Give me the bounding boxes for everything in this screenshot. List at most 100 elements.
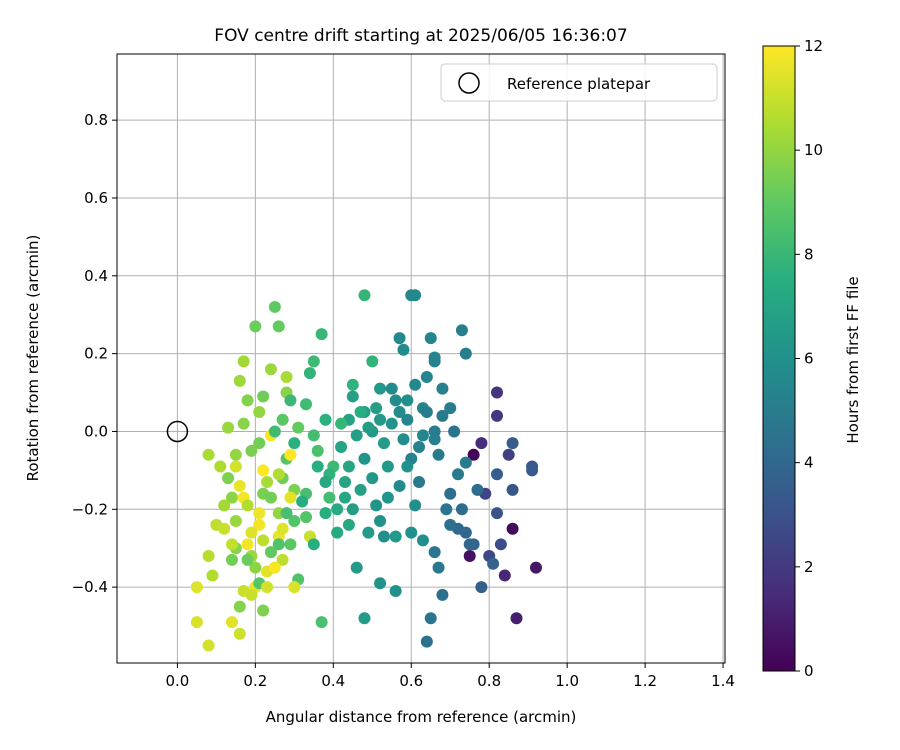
scatter-point — [377, 437, 390, 450]
scatter-point — [319, 476, 332, 489]
scatter-point — [377, 530, 390, 543]
y-tick-label: −0.2 — [72, 500, 108, 518]
scatter-point — [416, 534, 429, 547]
scatter-point — [409, 378, 422, 391]
scatter-point — [381, 491, 394, 504]
y-axis-ticks: −0.4 −0.2 0.0 0.2 0.4 0.6 0.8 — [72, 111, 117, 596]
scatter-point — [463, 549, 476, 562]
scatter-point — [366, 355, 379, 368]
scatter-point — [455, 503, 468, 516]
scatter-point — [506, 483, 519, 496]
scatter-point — [389, 530, 402, 543]
colorbar-label: Hours from first FF file — [844, 276, 862, 443]
scatter-point — [342, 518, 355, 531]
scatter-point — [498, 569, 511, 582]
scatter-point — [218, 499, 231, 512]
scatter-point — [436, 588, 449, 601]
scatter-point — [257, 604, 270, 617]
scatter-point — [393, 479, 406, 492]
scatter-point — [401, 394, 414, 407]
scatter-point — [487, 557, 500, 570]
scatter-point — [491, 409, 503, 422]
legend-entry-reference-platepar: Reference platepar — [507, 75, 651, 93]
colorbar-tick-label: 2 — [804, 558, 814, 576]
scatter-point — [292, 421, 305, 434]
scatter-point — [335, 417, 348, 430]
scatter-point — [241, 499, 254, 512]
scatter-point — [366, 472, 379, 485]
scatter-point — [264, 546, 277, 559]
scatter-point — [346, 378, 359, 391]
scatter-point — [354, 483, 367, 496]
colorbar-gradient — [762, 45, 796, 672]
x-tick-label: 1.4 — [711, 672, 735, 690]
scatter-point — [225, 553, 238, 566]
legend: Reference platepar — [440, 63, 718, 102]
scatter-point — [229, 460, 242, 473]
scatter-point — [307, 355, 320, 368]
scatter-point — [276, 522, 289, 535]
scatter-point — [253, 437, 266, 450]
scatter-point — [448, 425, 461, 438]
scatter-point — [432, 561, 445, 574]
scatter-point — [284, 448, 297, 461]
y-tick-label: 0.4 — [84, 267, 108, 285]
scatter-point — [416, 429, 429, 442]
scatter-point — [428, 355, 441, 368]
scatter-point — [233, 374, 246, 387]
scatter-point — [358, 612, 371, 625]
scatter-point — [529, 561, 542, 574]
colorbar: 0 2 4 6 8 10 12 Hours from first FF file — [762, 37, 862, 680]
scatter-point — [354, 406, 367, 419]
scatter-point — [257, 464, 270, 477]
scatter-point — [350, 561, 363, 574]
scatter-point — [463, 538, 476, 551]
colorbar-tick-label: 0 — [804, 662, 814, 680]
scatter-point — [374, 413, 387, 426]
scatter-point — [280, 507, 293, 520]
scatter-point — [428, 546, 441, 559]
plot-frame — [116, 53, 726, 664]
scatter-point — [370, 499, 383, 512]
chart-title: FOV centre drift starting at 2025/06/05 … — [214, 26, 627, 46]
scatter-point — [272, 320, 285, 333]
scatter-point — [506, 522, 519, 535]
scatter-point — [428, 425, 441, 438]
scatter-point — [245, 444, 258, 457]
scatter-point — [370, 402, 383, 415]
x-tick-label: 0.8 — [477, 672, 501, 690]
scatter-point — [233, 479, 246, 492]
scatter-point — [436, 409, 449, 422]
y-tick-label: −0.4 — [72, 578, 108, 596]
y-tick-label: 0.0 — [84, 422, 108, 440]
scatter-point — [264, 491, 277, 504]
x-tick-label: 0.2 — [243, 672, 267, 690]
scatter-point — [319, 507, 332, 520]
scatter-point — [342, 460, 355, 473]
scatter-point — [245, 588, 258, 601]
scatter-point — [432, 448, 445, 461]
scatter-point — [358, 452, 371, 465]
scatter-point — [350, 429, 363, 442]
scatter-point — [261, 476, 274, 489]
scatter-point — [241, 538, 254, 551]
scatter-point — [346, 390, 359, 403]
y-tick-label: 0.6 — [84, 189, 108, 207]
scatter-point — [311, 460, 324, 473]
colorbar-tick-label: 12 — [804, 37, 823, 55]
scatter-point — [506, 437, 519, 450]
scatter-point — [510, 612, 523, 625]
scatter-point — [401, 460, 414, 473]
scatter-point — [272, 538, 285, 551]
scatter-point — [331, 503, 344, 516]
scatter-point — [206, 569, 219, 582]
scatter-point — [303, 367, 316, 380]
scatter-point — [413, 441, 426, 454]
scatter-points — [190, 289, 542, 652]
scatter-point — [280, 370, 293, 383]
x-axis-ticks: 0.0 0.2 0.4 0.6 0.8 1.0 1.2 1.4 — [165, 663, 735, 690]
scatter-point — [268, 300, 281, 313]
scatter-point — [491, 507, 503, 520]
scatter-point — [202, 549, 215, 562]
